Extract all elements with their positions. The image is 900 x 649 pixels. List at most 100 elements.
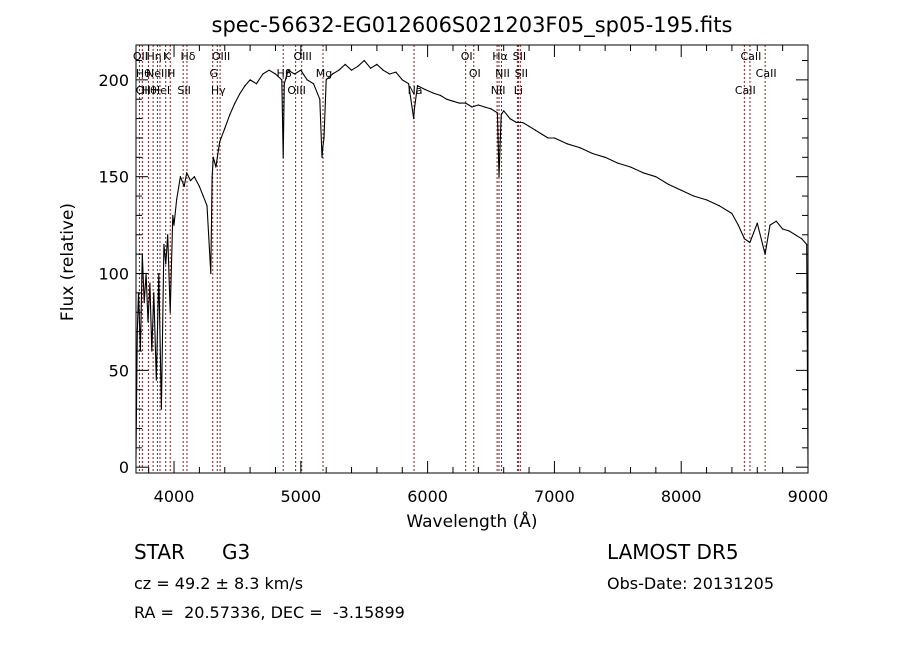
line-marker-label: OIII (287, 84, 305, 97)
line-marker-label: OIII (212, 50, 230, 63)
spectrum-point (705, 199, 708, 201)
spectrum-point (490, 108, 492, 110)
spectrum-point (769, 224, 771, 226)
spectrum-point (189, 179, 192, 182)
spectrum-point (503, 110, 505, 112)
y-tick-label: 200 (98, 71, 129, 90)
spectrum-point (338, 69, 340, 71)
line-marker-label: OII (136, 84, 151, 97)
spectrum-point (193, 176, 195, 178)
spectrum-point (756, 222, 758, 224)
spectrum-point (541, 133, 543, 135)
spectrum-point (186, 172, 188, 174)
spectrum-point (158, 272, 160, 275)
spectrum-point (401, 79, 403, 81)
spectrum-point (522, 121, 524, 124)
spectrum-point (206, 205, 208, 207)
spectrum-point (293, 73, 296, 75)
spectrum-point (376, 63, 378, 65)
spectrum-point (484, 106, 486, 108)
line-marker-label: OII (133, 50, 148, 63)
spectrum-point (215, 166, 217, 168)
spectrum-point (160, 408, 162, 410)
spectral-line-markers: OIIHθOIIHθHηNeIIIHeIKHSIIHδGHγOIIIHβOIII… (133, 45, 777, 473)
x-tick-label: 8000 (661, 487, 702, 506)
spectrum-point (165, 263, 167, 265)
x-tick-label: 6000 (407, 487, 448, 506)
spectrum-point (255, 83, 258, 85)
spectrum-point (149, 282, 151, 284)
spectrum-point (547, 137, 549, 139)
spectrum-point (566, 143, 568, 145)
line-marker-label: OI (461, 50, 473, 63)
spectrum-point (680, 189, 682, 191)
spectrum-point (344, 63, 346, 65)
line-marker-label: CaII (740, 50, 761, 63)
spectrum-point (363, 59, 365, 62)
line-marker-label: SII (177, 84, 190, 97)
spectrum-point (163, 243, 165, 246)
line-marker-label: K (163, 50, 171, 63)
line-marker-label: CaII (735, 84, 756, 97)
spectrum-point (382, 69, 384, 71)
axis-ticks: 4000 5000 6000 7000 8000 9000 0 50 100 150 200 (98, 45, 828, 506)
spectrum-point (325, 79, 327, 81)
spectrum-point (743, 238, 745, 240)
observation-date: Obs-Date: 20131205 (607, 574, 775, 593)
spectrum-point (312, 83, 315, 85)
spectrum-point (300, 69, 302, 71)
spectrum-point (179, 176, 181, 178)
spectrum-point (211, 176, 213, 178)
line-marker-label: CaII (756, 67, 777, 80)
spectrum-point (395, 71, 397, 73)
spectrum-point (553, 137, 556, 139)
spectrum-point (446, 98, 448, 100)
line-marker-label: OIII (294, 50, 312, 63)
spectrum-point (604, 156, 606, 158)
spectrum-point (173, 224, 175, 226)
spectrum-line (135, 59, 809, 464)
spectrum-point (749, 241, 751, 244)
spectrum-point (439, 94, 441, 96)
spectrum-point (408, 83, 410, 85)
x-tick-label: 9000 (788, 487, 829, 506)
spectrum-point (319, 98, 321, 100)
spectrum-point (155, 379, 157, 381)
spectrum-point (794, 234, 796, 236)
line-marker-label: Hβ (277, 67, 292, 80)
spectrum-point (283, 83, 285, 85)
spectrum-point (471, 106, 473, 108)
spectrum-point (287, 69, 289, 71)
spectrum-point (655, 176, 657, 178)
spectrum-point (244, 85, 246, 87)
spectrum-point (617, 162, 619, 164)
spectrum-point (528, 125, 530, 127)
redshift-velocity: cz = 49.2 ± 8.3 km/s (134, 574, 304, 593)
spectrum-point (183, 185, 185, 187)
x-axis-label: Wavelength (Å) (406, 510, 537, 532)
spectrum-point (515, 121, 517, 124)
spectrum-point (322, 147, 324, 149)
spectrum-point (224, 127, 226, 129)
spectrum-point (172, 214, 174, 217)
line-marker-label: H (167, 67, 175, 80)
line-marker-label: Hη (146, 50, 161, 63)
spectrum-point (202, 195, 204, 197)
spectrum-point (282, 156, 284, 158)
spectrum-point (509, 117, 511, 120)
line-marker-label: NII (491, 84, 506, 97)
line-marker-label: Hθ (136, 67, 151, 80)
spectrum-point (249, 79, 251, 81)
spectrum-point (775, 220, 777, 222)
spectrum-point (331, 73, 334, 75)
spectrum-point (169, 311, 171, 313)
spectrum-point (424, 88, 426, 91)
spectrum-point (498, 176, 500, 178)
spectrum-point (591, 152, 594, 155)
spectrum-point (281, 79, 283, 81)
spectrum-point (219, 141, 221, 143)
spectrum-point (306, 79, 308, 81)
spectrum-point (323, 137, 325, 139)
spectrum-point (534, 129, 536, 131)
